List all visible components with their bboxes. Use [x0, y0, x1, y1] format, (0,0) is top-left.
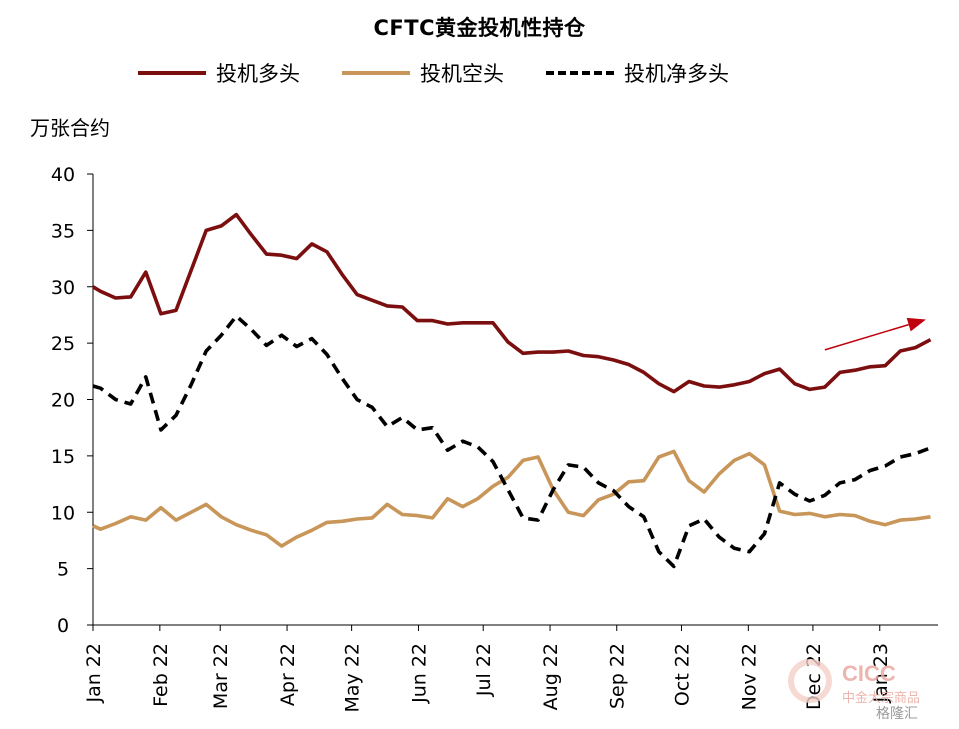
watermark-brand: CICC — [842, 661, 896, 686]
trend-arrow-shaft-0 — [824, 323, 909, 351]
x-tick-label-7: Aug 22 — [540, 643, 562, 710]
series-line-1 — [92, 449, 931, 548]
y-tick-label-0: 0 — [57, 615, 69, 637]
series-line-0 — [92, 212, 932, 394]
y-axis-unit-label: 万张合约 — [30, 116, 110, 140]
legend-label-long: 投机多头 — [216, 62, 300, 86]
y-tick-label-5: 5 — [57, 559, 69, 581]
legend-swatch-net — [546, 71, 614, 75]
y-tick-label-10: 10 — [51, 502, 75, 524]
x-tick-label-5: Jun 22 — [408, 643, 430, 704]
legend-label-short: 投机空头 — [420, 62, 504, 86]
series-line-2 — [92, 314, 932, 569]
legend-item-short: 投机空头 — [342, 58, 504, 88]
x-tick-label-12: Jan 23 — [870, 643, 892, 704]
legend-swatch-long — [138, 71, 206, 75]
legend-label-net: 投机净多头 — [624, 62, 729, 86]
trend-arrow-head-0 — [906, 317, 926, 332]
y-tick-label-40: 40 — [51, 164, 75, 186]
y-tick-label-25: 25 — [51, 333, 75, 355]
x-tick-label-2: Mar 22 — [210, 643, 232, 709]
legend-item-net: 投机净多头 — [546, 58, 729, 88]
legend-swatch-short — [342, 71, 410, 75]
x-tick-label-1: Feb 22 — [150, 643, 172, 707]
x-tick-label-3: Apr 22 — [277, 643, 299, 706]
y-tick-label-20: 20 — [51, 390, 75, 412]
y-tick-label-30: 30 — [51, 277, 75, 299]
x-tick-label-9: Oct 22 — [671, 643, 693, 706]
chart-title: CFTC黄金投机性持仓 — [373, 16, 586, 40]
watermark: CICC 中金大宗商品 格隆汇 — [786, 657, 956, 723]
x-tick-label-10: Nov 22 — [738, 643, 760, 710]
watermark-platform: 格隆汇 — [876, 706, 918, 722]
x-tick-label-8: Sep 22 — [607, 643, 629, 709]
chart-legend: 投机多头 投机空头 投机净多头 — [138, 58, 771, 88]
x-tick-label-6: Jul 22 — [473, 643, 495, 697]
watermark-logo-icon — [788, 659, 832, 703]
legend-item-long: 投机多头 — [138, 58, 300, 88]
x-tick-label-0: Jan 22 — [83, 643, 105, 704]
x-tick-label-4: May 22 — [342, 643, 364, 713]
watermark-brand-cn: 中金大宗商品 — [842, 691, 921, 706]
y-tick-label-15: 15 — [51, 446, 75, 468]
y-tick-label-35: 35 — [51, 220, 75, 242]
